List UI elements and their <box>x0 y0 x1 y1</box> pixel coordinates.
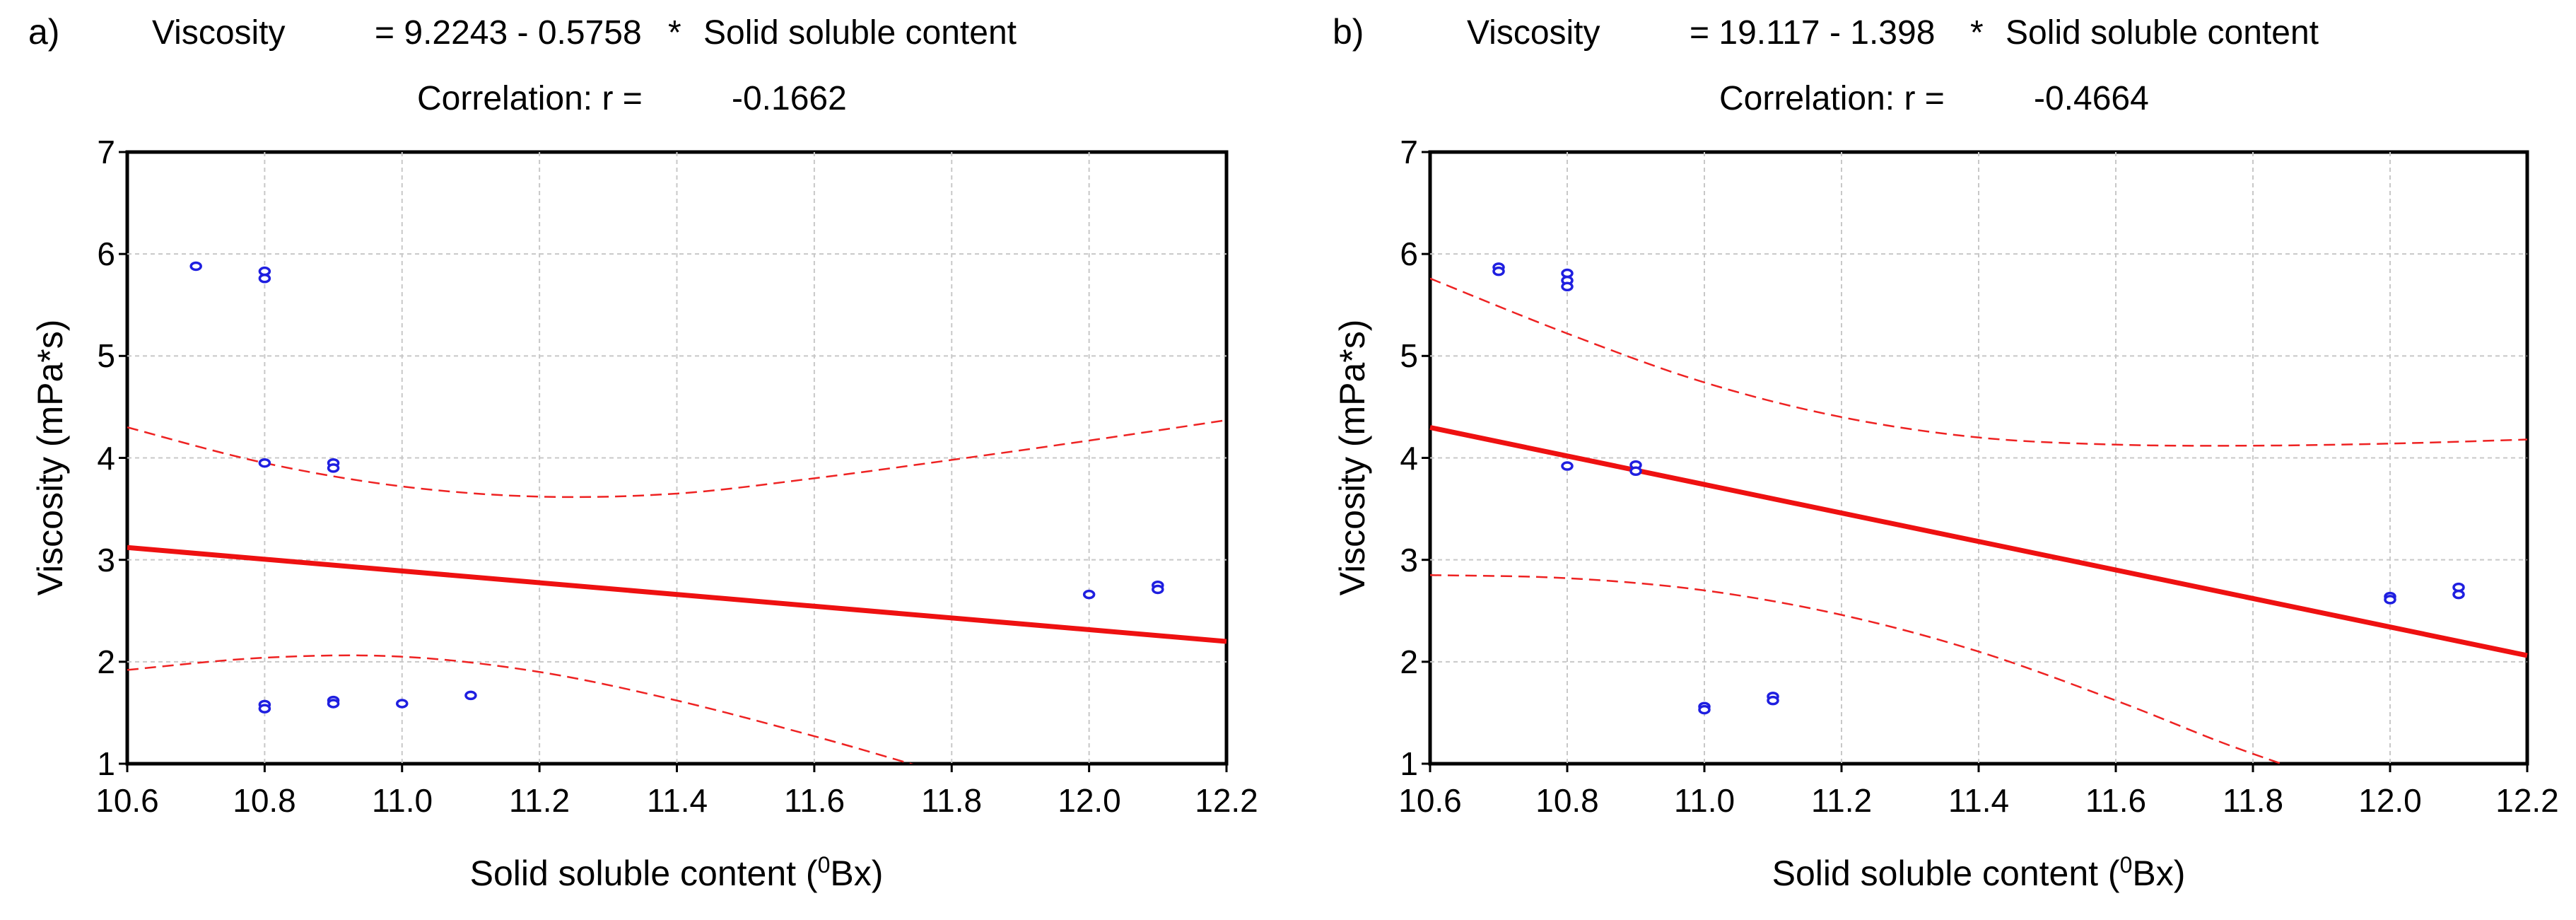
confidence-band-b <box>1430 277 2527 764</box>
y-tick-label: 2 <box>97 644 115 680</box>
y-tick-label: 3 <box>1400 542 1418 578</box>
y-axis-label-a: Viscosity (mPa*s) <box>30 320 70 596</box>
ticks-b <box>1422 151 2529 772</box>
equation-a: Viscosity = 9.2243 - 0.5758 * Solid solu… <box>152 14 1017 52</box>
chart-b: b) Viscosity = 19.117 - 1.398 * Solid so… <box>1333 12 2559 893</box>
x-tick-label: 11.4 <box>1948 782 2009 819</box>
y-tick-label: 7 <box>1400 134 1418 170</box>
data-point <box>1767 695 1779 706</box>
data-point <box>464 690 477 701</box>
confidence-band-upper <box>1430 277 2527 447</box>
data-point <box>189 261 202 272</box>
confidence-band-lower <box>127 654 914 764</box>
x-tick-label: 11.0 <box>1674 782 1735 819</box>
data-point <box>1152 584 1164 595</box>
data-point <box>258 458 271 468</box>
x-tick-label: 10.6 <box>95 782 159 819</box>
y-tick-label: 6 <box>97 235 115 272</box>
y-tick-label: 7 <box>97 134 115 170</box>
x-tick-label: 12.0 <box>1058 782 1121 819</box>
x-tick-label: 11.2 <box>509 782 570 819</box>
grid-b <box>1430 152 2527 764</box>
data-point <box>1698 704 1711 715</box>
data-point <box>2452 589 2465 600</box>
y-axis-label-b: Viscosity (mPa*s) <box>1333 320 1372 596</box>
x-tick-labels-a: 10.6 10.8 11.0 11.2 11.4 11.6 11.8 12.0 … <box>95 782 1258 819</box>
data-point <box>1561 281 1574 292</box>
panel-label-a: a) <box>28 12 59 52</box>
x-tick-label: 10.8 <box>233 782 296 819</box>
data-point <box>1629 466 1642 476</box>
y-tick-label: 5 <box>97 337 115 374</box>
panel-label-b: b) <box>1333 12 1364 52</box>
x-tick-label: 11.6 <box>2085 782 2146 819</box>
equation-b: Viscosity = 19.117 - 1.398 * Solid solub… <box>1467 14 2319 52</box>
chart-a: a) Viscosity = 9.2243 - 0.5758 * Solid s… <box>28 12 1258 893</box>
points-a <box>189 261 1164 714</box>
x-tick-label: 12.0 <box>2358 782 2422 819</box>
x-tick-label: 12.2 <box>2495 782 2559 819</box>
x-tick-label: 11.8 <box>921 782 982 819</box>
correlation-b: Correlation: r = -0.4664 <box>1719 80 2149 117</box>
points-b <box>1492 262 2465 715</box>
x-tick-label: 11.8 <box>2223 782 2283 819</box>
y-tick-label: 6 <box>1400 235 1418 272</box>
data-point <box>327 463 340 473</box>
regression-line <box>127 545 1227 644</box>
y-tick-label: 5 <box>1400 337 1418 374</box>
x-axis-label-a: Solid soluble content (0Bx) <box>470 852 884 893</box>
regression-line-b <box>1429 425 2528 658</box>
y-tick-label: 1 <box>1400 745 1418 782</box>
y-tick-label: 2 <box>1400 644 1418 680</box>
data-point <box>396 699 409 709</box>
y-tick-label: 4 <box>97 440 115 477</box>
data-point <box>2384 595 2396 605</box>
regression-line <box>1429 425 2528 658</box>
x-tick-label: 10.6 <box>1398 782 1462 819</box>
data-point <box>1561 461 1574 471</box>
ticks-a <box>119 151 1228 772</box>
confidence-band-upper <box>127 419 1226 499</box>
regression-line-a <box>127 545 1227 644</box>
x-tick-label: 11.6 <box>784 782 845 819</box>
data-point <box>258 274 271 284</box>
x-tick-label: 11.0 <box>372 782 433 819</box>
x-axis-label-b: Solid soluble content (0Bx) <box>1772 852 2186 893</box>
data-point <box>1082 589 1096 600</box>
y-tick-label: 3 <box>97 542 115 578</box>
y-tick-label: 4 <box>1400 440 1418 477</box>
grid-a <box>127 152 1226 764</box>
data-point <box>1492 266 1505 276</box>
x-tick-labels-b: 10.6 10.8 11.0 11.2 11.4 11.6 11.8 12.0 … <box>1398 782 2559 819</box>
x-tick-label: 11.4 <box>647 782 708 819</box>
y-tick-labels-a: 1 2 3 4 5 6 7 <box>97 134 115 782</box>
x-tick-label: 10.8 <box>1535 782 1599 819</box>
correlation-a: Correlation: r = -0.1662 <box>417 80 847 117</box>
data-point <box>327 699 340 709</box>
x-tick-label: 11.2 <box>1811 782 1872 819</box>
y-tick-label: 1 <box>97 745 115 782</box>
data-point <box>258 704 271 714</box>
confidence-band-lower <box>1430 574 2285 764</box>
y-tick-labels-b: 1 2 3 4 5 6 7 <box>1400 134 1418 782</box>
confidence-band-a <box>127 419 1226 764</box>
x-tick-label: 12.2 <box>1195 782 1258 819</box>
